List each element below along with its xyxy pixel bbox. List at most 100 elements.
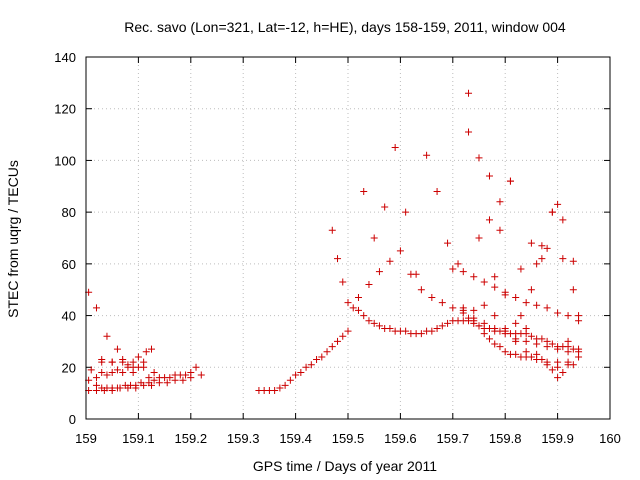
data-point-plus [313, 356, 321, 364]
x-tick-label: 159.8 [489, 431, 522, 446]
data-point-plus [543, 343, 551, 351]
data-point-plus [119, 368, 127, 376]
data-point-plus [470, 306, 478, 314]
data-point-plus [148, 381, 155, 389]
data-point-plus [575, 312, 583, 320]
data-point-plus [496, 343, 504, 351]
data-point-plus [339, 332, 347, 340]
data-point-plus [465, 314, 473, 322]
data-point-plus [103, 371, 111, 379]
data-point-plus [569, 286, 577, 294]
data-point-plus [281, 381, 289, 389]
data-point-plus [402, 208, 410, 216]
data-point-plus [554, 200, 562, 208]
data-point-plus [334, 337, 342, 345]
data-point-plus [512, 337, 520, 345]
data-point-plus [527, 332, 535, 340]
data-point-plus [182, 371, 190, 379]
data-point-plus [354, 306, 362, 314]
data-point-plus [132, 384, 140, 392]
x-tick-label: 159.2 [175, 431, 208, 446]
data-point-plus [334, 255, 342, 263]
data-point-plus [543, 244, 551, 252]
data-point-plus [328, 343, 336, 351]
x-tick-label: 159.7 [437, 431, 470, 446]
data-point-plus [538, 242, 546, 250]
data-point-plus [108, 358, 116, 366]
data-point-plus [522, 337, 530, 345]
data-point-plus [522, 348, 530, 356]
data-point-plus [423, 151, 431, 159]
data-point-plus [454, 260, 462, 268]
data-point-plus [522, 299, 530, 307]
data-point-plus [344, 327, 352, 335]
data-point-plus [365, 281, 373, 289]
data-point-plus [559, 216, 567, 224]
data-point-plus [475, 154, 483, 162]
data-point-plus [150, 368, 158, 376]
data-point-plus [470, 273, 478, 281]
data-point-plus [271, 387, 279, 395]
data-point-plus [391, 144, 399, 151]
data-point-plus [554, 374, 562, 382]
data-point-plus [444, 319, 452, 327]
data-point-plus [470, 317, 478, 325]
data-point-plus [459, 268, 467, 276]
data-point-plus [302, 363, 310, 371]
data-point-plus [286, 376, 294, 384]
data-point-plus [433, 187, 441, 195]
data-point-plus [559, 368, 567, 376]
data-point-plus [564, 337, 572, 345]
data-point-plus [171, 376, 179, 384]
data-point-plus [92, 304, 100, 312]
data-point-plus [179, 376, 187, 384]
data-point-plus [459, 306, 467, 314]
data-point-plus [323, 348, 331, 356]
data-point-plus [438, 299, 446, 307]
data-point-plus [559, 255, 567, 263]
data-point-plus [554, 309, 562, 317]
data-point-plus [491, 340, 499, 348]
data-point-plus [150, 376, 158, 384]
data-point-plus [354, 293, 362, 301]
data-point-plus [140, 363, 148, 371]
data-point-plus [360, 187, 368, 195]
x-tick-label: 159.5 [332, 431, 365, 446]
data-point-plus [480, 330, 488, 338]
data-point-plus [163, 379, 171, 387]
data-point-plus [527, 353, 535, 361]
plot-frame [85, 56, 611, 420]
data-point-plus [134, 353, 142, 361]
data-point-plus [548, 208, 556, 216]
data-point-plus [402, 327, 410, 335]
data-point-plus [569, 257, 577, 265]
data-point-plus [501, 325, 509, 332]
data-point-plus [485, 335, 493, 343]
data-point-plus [297, 368, 305, 376]
data-point-plus [449, 265, 457, 273]
data-point-plus [187, 374, 195, 382]
data-point-plus [527, 239, 535, 247]
data-point-plus [543, 304, 551, 312]
data-point-plus [344, 299, 352, 307]
y-tick-label: 0 [69, 412, 76, 427]
data-point-plus [501, 348, 509, 356]
data-point-plus [339, 278, 347, 286]
data-point-plus [512, 293, 520, 301]
chart-title: Rec. savo (Lon=321, Lat=-12, h=HE), days… [124, 19, 566, 35]
data-point-plus [522, 325, 530, 332]
data-point-plus [517, 265, 525, 273]
data-point-plus [517, 353, 525, 361]
data-point-plus [433, 325, 441, 332]
data-point-plus [370, 234, 378, 242]
x-tick-label: 159.6 [384, 431, 417, 446]
data-point-plus [475, 322, 483, 330]
data-point-plus [360, 312, 368, 320]
data-point-plus [480, 278, 488, 286]
y-tick-label: 20 [62, 360, 76, 375]
data-point-plus [449, 304, 457, 312]
data-point-plus [506, 350, 514, 358]
data-point-plus [465, 89, 473, 97]
data-point-plus [538, 335, 546, 343]
